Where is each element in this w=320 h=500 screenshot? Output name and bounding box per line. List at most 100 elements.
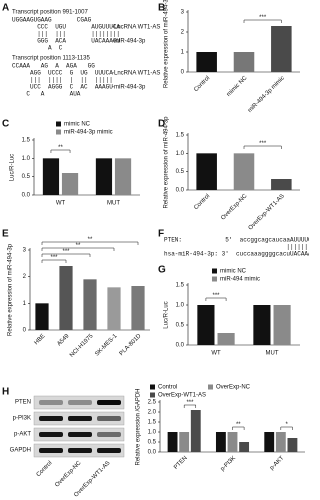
significance-bracket bbox=[41, 259, 67, 263]
significance-bracket bbox=[205, 297, 227, 301]
blot-row-label: p-PI3K bbox=[13, 416, 31, 422]
bar bbox=[271, 179, 292, 190]
bar bbox=[273, 305, 291, 345]
sequence-name: -LncRNA WT1-AS bbox=[112, 25, 160, 31]
bar bbox=[61, 173, 79, 195]
bar bbox=[59, 266, 73, 330]
legend-swatch bbox=[150, 392, 155, 398]
y-tick-label: 1.0 bbox=[148, 430, 157, 436]
bar bbox=[287, 438, 298, 452]
legend-swatch bbox=[56, 129, 61, 135]
x-tick-label: MUT bbox=[266, 351, 279, 357]
bar bbox=[95, 158, 113, 195]
x-tick-label: mimic NC bbox=[226, 75, 249, 98]
legend-label: mimic NC bbox=[220, 269, 247, 275]
significance-label: ** bbox=[236, 422, 241, 428]
blot-band bbox=[39, 416, 63, 421]
y-tick-label: 0.5 bbox=[22, 174, 31, 180]
legend-swatch bbox=[212, 268, 217, 274]
significance-bracket bbox=[41, 247, 115, 251]
sequence-line: ||| ||| |||||||| bbox=[12, 31, 120, 38]
x-tick-label: NCI-H1975 bbox=[69, 333, 95, 359]
sequence-line: CCAAA AG A AGA GG bbox=[12, 63, 95, 70]
site-title: Transcript position 1113-1135 bbox=[12, 56, 90, 62]
y-tick-label: 1.0 bbox=[176, 303, 185, 309]
y-tick-label: 1.5 bbox=[22, 138, 31, 144]
panel-label: D bbox=[158, 119, 165, 130]
legend-label: miR-494-3p mimic bbox=[64, 130, 113, 136]
y-tick-label: 0.0 bbox=[176, 343, 185, 349]
blot-panel bbox=[33, 395, 125, 410]
bar bbox=[83, 279, 97, 330]
y-tick-label: 1.0 bbox=[22, 156, 31, 162]
y-tick-label: 1.5 bbox=[176, 133, 185, 139]
significance-bracket bbox=[232, 426, 245, 430]
x-tick-label: PLA-801D bbox=[119, 333, 143, 357]
figure: A B C D E F G H Transcript position 991-1007UGGA… bbox=[2, 0, 309, 498]
y-axis-label: Luc/R-Luc bbox=[10, 154, 16, 181]
bar bbox=[253, 305, 271, 345]
x-tick-label: miR-494-3p mimic bbox=[247, 75, 286, 114]
blot-band bbox=[68, 400, 92, 405]
legend-swatch bbox=[150, 384, 155, 390]
significance-label: *** bbox=[62, 249, 70, 255]
bar bbox=[179, 432, 190, 452]
significance-bracket bbox=[50, 149, 71, 153]
panel-label: F bbox=[158, 229, 164, 240]
sequence-name: -miR-494-3p bbox=[112, 39, 146, 45]
x-tick-label: Control bbox=[193, 193, 211, 211]
panel-label: H bbox=[2, 387, 9, 398]
y-tick-label: 2 bbox=[181, 30, 185, 36]
legend-swatch bbox=[208, 384, 213, 390]
legend-swatch bbox=[56, 121, 61, 127]
blot-band bbox=[68, 432, 92, 437]
sequence-line: hsa-miR-494-3p: 3' cuccaaaggggcacuUACAAA… bbox=[164, 251, 309, 258]
bar bbox=[264, 432, 275, 452]
x-tick-label: p-PI3K bbox=[220, 455, 237, 472]
y-axis-label: Relative expression of miR-494-3p bbox=[164, 116, 170, 209]
blot-band bbox=[39, 448, 63, 453]
significance-bracket bbox=[183, 404, 197, 408]
panel-label: B bbox=[158, 3, 165, 14]
blot-band bbox=[97, 432, 121, 437]
blot-band bbox=[97, 400, 121, 405]
blot-column-label: OverExp-NC bbox=[54, 460, 83, 489]
bar bbox=[42, 158, 60, 195]
bar bbox=[215, 432, 226, 452]
panel-label: E bbox=[2, 229, 9, 240]
x-tick-label: HBE bbox=[34, 333, 47, 346]
x-tick-label: A549 bbox=[56, 333, 71, 348]
y-tick-label: 0.0 bbox=[176, 188, 185, 194]
blot-row-label: GAPDH bbox=[10, 448, 31, 454]
legend-label: OverExp-NC bbox=[216, 385, 251, 391]
legend-label: OverExp-WT1-AS bbox=[158, 393, 206, 399]
blot-band bbox=[97, 416, 121, 421]
y-axis-label: Relative expression of miR-494-3p bbox=[8, 243, 14, 336]
sequence-line: A C bbox=[12, 45, 63, 52]
sequence-line: ||||||| bbox=[164, 244, 309, 251]
y-axis-label: Relative expression /GAPDH bbox=[136, 388, 142, 465]
bar bbox=[227, 432, 238, 452]
significance-label: *** bbox=[186, 400, 194, 406]
sequence-line: UGGAAGUGAAG CGAG bbox=[12, 17, 92, 24]
bar bbox=[107, 287, 121, 330]
bar bbox=[271, 26, 292, 72]
bar bbox=[217, 333, 235, 345]
x-tick-label: MUT bbox=[107, 201, 120, 207]
y-tick-label: 0.0 bbox=[22, 193, 31, 199]
sequence-line: GGG ACA UACAAAGU bbox=[12, 38, 120, 45]
x-tick-label: OverExp-NC bbox=[220, 193, 249, 222]
legend-label: miR-494 mimic bbox=[220, 277, 260, 283]
legend-label: mimic NC bbox=[64, 122, 91, 128]
bar bbox=[233, 52, 255, 72]
x-tick-label: p-AKT bbox=[269, 455, 286, 472]
sequence-line: UCC AGGG C AC AAAGU bbox=[12, 84, 113, 91]
bar bbox=[233, 153, 255, 190]
significance-label: *** bbox=[259, 141, 267, 147]
significance-bracket bbox=[41, 253, 91, 257]
panel-label: G bbox=[158, 265, 166, 276]
significance-bracket bbox=[280, 426, 293, 430]
x-tick-label: PTEN bbox=[173, 455, 189, 471]
y-tick-label: 1.5 bbox=[148, 420, 157, 426]
y-tick-label: 0 bbox=[23, 328, 27, 334]
